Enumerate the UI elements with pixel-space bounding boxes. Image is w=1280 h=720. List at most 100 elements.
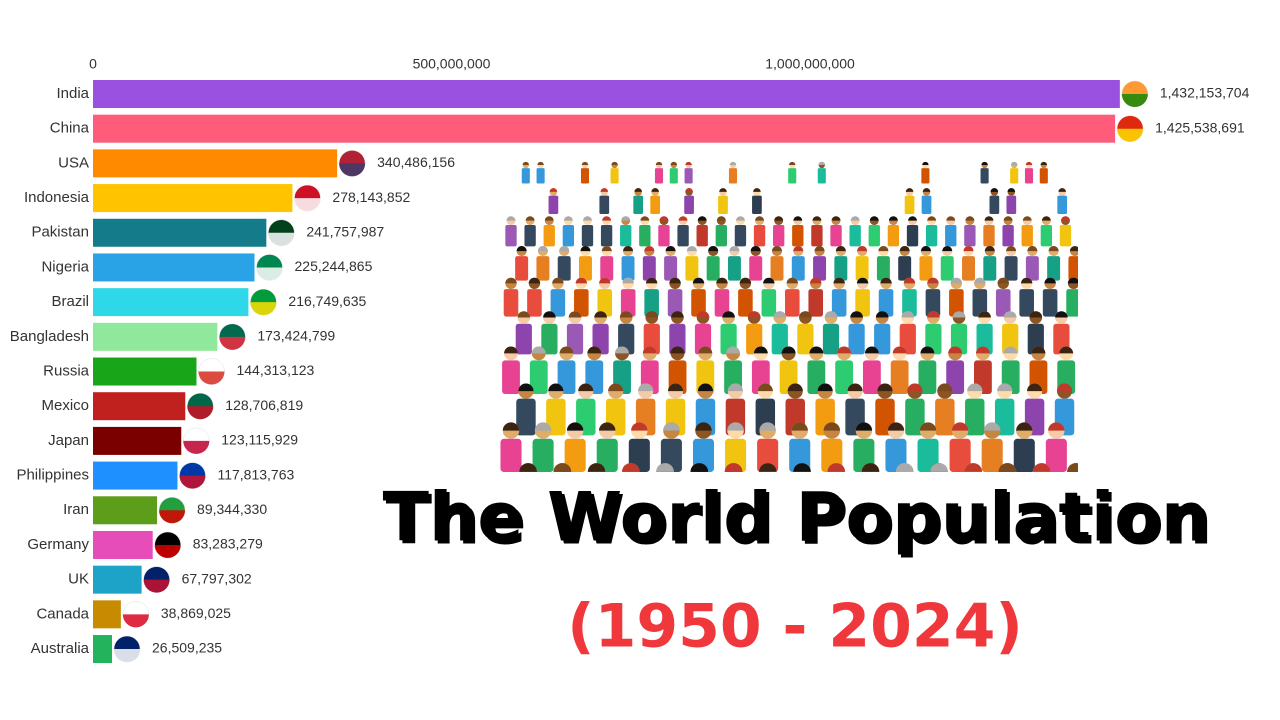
person-body [706,256,720,281]
person-body [965,398,985,436]
person-body [580,168,590,184]
person-hair [812,216,822,221]
person [890,346,909,394]
person-body [771,323,788,355]
person-hair [856,277,869,284]
person-body [919,256,933,281]
value-label: 216,749,635 [288,293,366,309]
person-body [887,225,900,247]
person-hair [708,246,719,252]
person [581,216,594,247]
person-hair [645,311,659,318]
person-body [862,360,881,394]
person [1053,311,1070,355]
person-hair [758,463,777,472]
flag-detail [256,267,283,281]
person-body [921,195,932,215]
person [600,246,614,281]
person [885,422,907,472]
person-hair [621,216,631,221]
person-hair [922,161,929,165]
person-hair [888,216,898,221]
person-hair [963,246,974,252]
person [902,277,917,317]
person-hair [580,246,591,252]
person-body [1047,256,1061,281]
person-body [639,225,651,247]
person [822,311,840,355]
flag-detail [159,510,186,524]
person [596,422,618,472]
person [521,161,530,184]
person [925,216,938,247]
person-body [925,225,938,247]
person [728,161,738,184]
person-hair [809,346,824,354]
x-tick-label: 500,000,000 [413,56,491,72]
person-hair [908,216,917,221]
person [835,346,854,394]
person-body [1002,225,1014,247]
person-hair [727,422,744,431]
person-body [1040,225,1053,247]
person-hair [559,246,570,252]
person-hair [1041,216,1051,221]
person-hair [773,311,787,318]
person-body [515,323,532,355]
person-hair [1056,383,1073,392]
person-body [1066,289,1081,317]
person [1006,188,1017,215]
person-hair [774,216,784,221]
person-body [654,168,664,184]
person-hair [722,311,735,318]
bar [93,184,293,213]
person-hair [534,422,552,431]
person-hair [922,188,931,192]
person-hair [793,246,804,252]
person [1021,216,1033,247]
person-hair [739,277,752,284]
flag-detail [143,579,170,593]
person-body [964,225,976,247]
person [855,277,870,317]
person [669,161,678,184]
person-hair [974,277,986,284]
person [1024,161,1034,184]
person [1042,277,1058,317]
person-hair [601,246,612,252]
person [921,161,930,184]
person [849,216,861,247]
person [887,216,900,247]
person-hair [505,277,517,284]
person-hair [638,383,654,392]
person-hair [678,216,688,221]
chart-title: The World Population [383,479,1210,558]
person-body [1013,438,1035,472]
person [981,422,1003,472]
person-body [902,289,917,317]
person-hair [644,246,655,252]
person-body [773,225,785,247]
flag-detail [219,336,246,350]
y-tick-label: Pakistan [31,224,89,241]
person-body [728,168,738,184]
value-label: 1,425,538,691 [1155,119,1245,135]
person [696,216,708,247]
person-hair [692,277,705,284]
person-hair [967,383,983,392]
person [983,216,995,247]
person-body [885,438,907,472]
person-hair [668,383,684,392]
y-tick-label: UK [68,571,89,588]
person-hair [1067,277,1080,284]
person [753,216,766,247]
person [940,246,954,281]
person-body [557,360,576,394]
value-label: 83,283,279 [193,536,263,552]
person [917,422,939,472]
person-hair [719,188,727,192]
person [621,246,635,281]
person-hair [880,277,892,284]
person-hair [502,422,520,431]
person [1057,188,1068,215]
